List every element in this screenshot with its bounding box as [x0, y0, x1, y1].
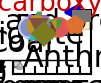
- Point: [46, 28, 48, 29]
- Point: [35, 29, 37, 30]
- Ellipse shape: [32, 28, 62, 39]
- Ellipse shape: [13, 61, 22, 69]
- Ellipse shape: [16, 32, 52, 49]
- Point: [36, 24, 38, 25]
- Text: Dehydration: Dehydration: [13, 0, 101, 24]
- Point: [38, 27, 39, 29]
- Text: Coal: Coal: [0, 29, 53, 58]
- Point: [28, 27, 30, 28]
- Point: [35, 28, 37, 29]
- Ellipse shape: [47, 13, 93, 30]
- Point: [43, 33, 45, 34]
- Text: Anthracite: Anthracite: [23, 44, 101, 73]
- Point: [82, 11, 83, 13]
- Text: Peat: Peat: [15, 13, 81, 42]
- Point: [37, 24, 38, 26]
- Polygon shape: [14, 43, 37, 60]
- Text: Decarboxylation: Decarboxylation: [0, 0, 101, 17]
- Point: [46, 30, 47, 31]
- Point: [36, 25, 38, 26]
- Text: Lignite: Lignite: [0, 21, 84, 50]
- Text: Biomass and organic waste: Biomass and organic waste: [0, 8, 101, 36]
- Point: [38, 23, 40, 24]
- Point: [35, 33, 37, 34]
- Point: [43, 32, 45, 33]
- Point: [58, 27, 60, 28]
- Point: [39, 29, 41, 31]
- Point: [41, 24, 42, 25]
- Point: [52, 29, 53, 30]
- Point: [38, 29, 39, 31]
- Point: [74, 24, 76, 26]
- Point: [38, 22, 40, 24]
- Legend: FW, 180/20/25, 240/20/25, 180/60/25, 240/60/25, 180/20/15, 240/20/15, 180/60/15,: FW, 180/20/25, 240/20/25, 180/60/25, 240…: [0, 0, 78, 60]
